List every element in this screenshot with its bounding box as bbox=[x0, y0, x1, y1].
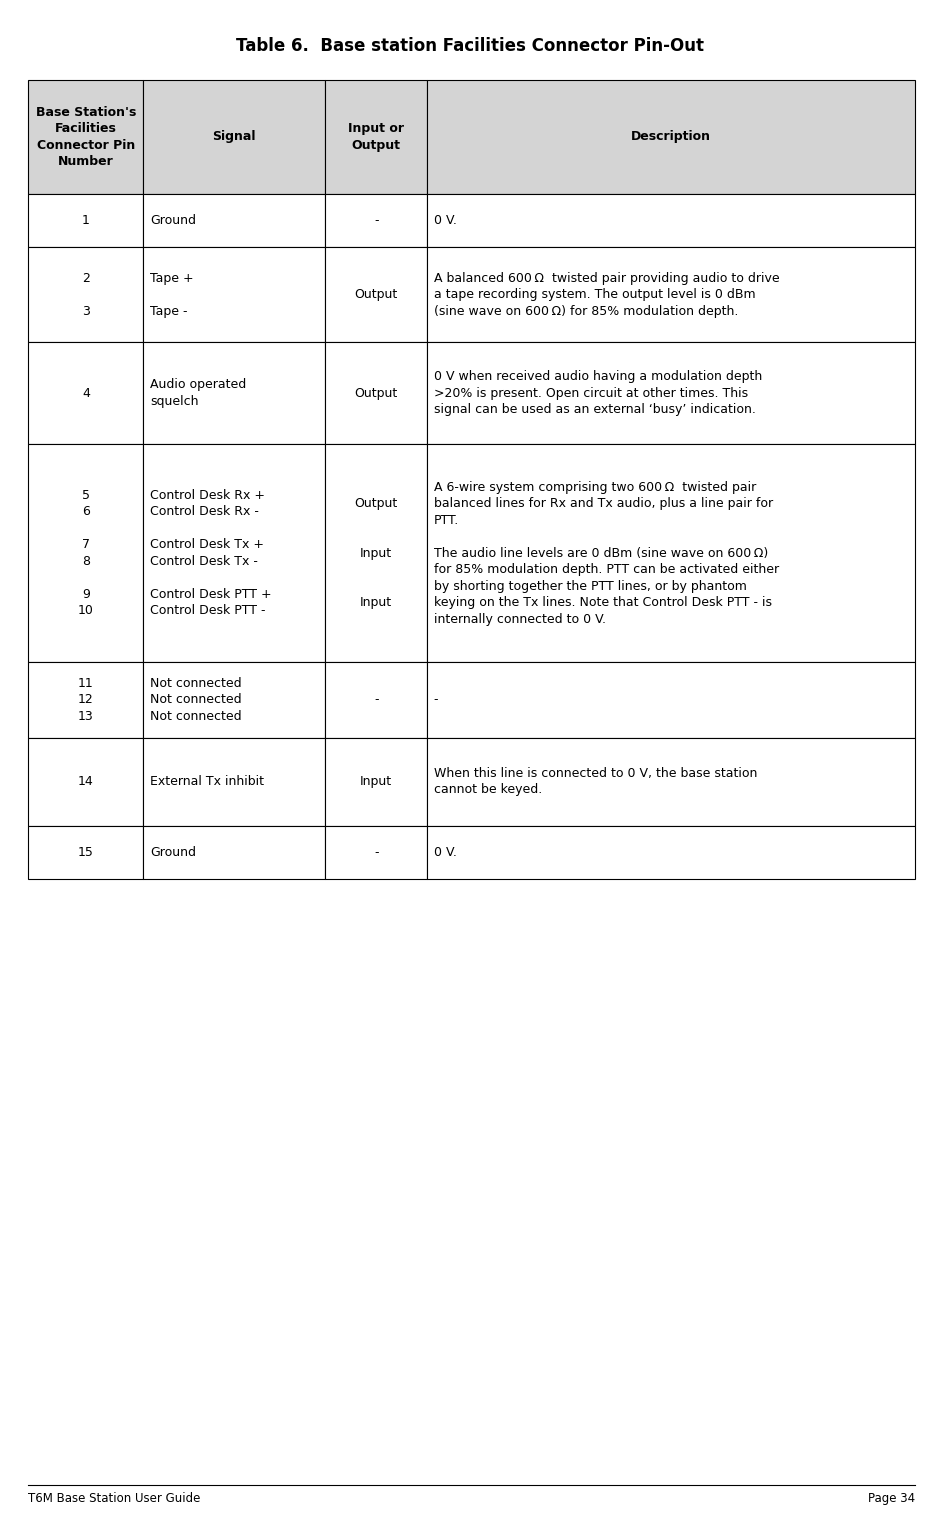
Text: 11
12
13: 11 12 13 bbox=[78, 676, 94, 722]
Text: Base Station's
Facilities
Connector Pin
Number: Base Station's Facilities Connector Pin … bbox=[36, 106, 136, 168]
Bar bbox=[143, 444, 326, 662]
Bar bbox=[143, 194, 326, 247]
Text: Ground: Ground bbox=[150, 845, 196, 859]
Text: -: - bbox=[434, 693, 439, 707]
Text: -: - bbox=[374, 693, 378, 707]
Text: Ground: Ground bbox=[150, 214, 196, 227]
Bar bbox=[143, 738, 326, 825]
Text: Input or
Output: Input or Output bbox=[348, 121, 404, 152]
Text: Page 34: Page 34 bbox=[868, 1492, 915, 1505]
Bar bbox=[28, 194, 143, 247]
Bar bbox=[427, 738, 915, 825]
Text: Audio operated
squelch: Audio operated squelch bbox=[150, 378, 247, 407]
Bar bbox=[326, 738, 427, 825]
Bar bbox=[326, 825, 427, 879]
Bar bbox=[427, 194, 915, 247]
Text: 15: 15 bbox=[78, 845, 94, 859]
Text: 5
6

7
8

9
10: 5 6 7 8 9 10 bbox=[78, 489, 94, 618]
Bar bbox=[143, 825, 326, 879]
Text: Control Desk Rx +
Control Desk Rx -

Control Desk Tx +
Control Desk Tx -

Contro: Control Desk Rx + Control Desk Rx - Cont… bbox=[150, 489, 272, 618]
Text: Description: Description bbox=[630, 131, 710, 143]
Text: 0 V when received audio having a modulation depth
>20% is present. Open circuit : 0 V when received audio having a modulat… bbox=[434, 370, 762, 417]
Bar bbox=[326, 247, 427, 343]
Bar bbox=[427, 247, 915, 343]
Bar bbox=[28, 825, 143, 879]
Bar bbox=[143, 247, 326, 343]
Text: 14: 14 bbox=[78, 775, 94, 788]
Text: 4: 4 bbox=[82, 387, 89, 400]
Bar bbox=[326, 444, 427, 662]
Bar bbox=[28, 343, 143, 444]
Bar bbox=[143, 662, 326, 738]
Text: Output


Input


Input: Output Input Input bbox=[355, 496, 398, 609]
Text: 1: 1 bbox=[82, 214, 89, 227]
Bar bbox=[143, 343, 326, 444]
Text: -: - bbox=[374, 214, 378, 227]
Text: -: - bbox=[374, 845, 378, 859]
Text: Input: Input bbox=[360, 775, 392, 788]
Bar bbox=[28, 738, 143, 825]
Bar bbox=[427, 444, 915, 662]
Text: Output: Output bbox=[355, 287, 398, 301]
Bar bbox=[28, 80, 143, 194]
Bar bbox=[326, 343, 427, 444]
Text: Table 6.  Base station Facilities Connector Pin-Out: Table 6. Base station Facilities Connect… bbox=[236, 37, 705, 55]
Bar bbox=[427, 80, 915, 194]
Text: 0 V.: 0 V. bbox=[434, 845, 456, 859]
Bar bbox=[28, 444, 143, 662]
Text: Not connected
Not connected
Not connected: Not connected Not connected Not connecte… bbox=[150, 676, 242, 722]
Bar bbox=[427, 343, 915, 444]
Text: External Tx inhibit: External Tx inhibit bbox=[150, 775, 264, 788]
Text: 0 V.: 0 V. bbox=[434, 214, 456, 227]
Text: 2

3: 2 3 bbox=[82, 272, 89, 318]
Text: Signal: Signal bbox=[213, 131, 256, 143]
Bar bbox=[326, 194, 427, 247]
Text: Tape +

Tape -: Tape + Tape - bbox=[150, 272, 194, 318]
Text: A 6-wire system comprising two 600 Ω  twisted pair
balanced lines for Rx and Tx : A 6-wire system comprising two 600 Ω twi… bbox=[434, 481, 779, 626]
Text: T6M Base Station User Guide: T6M Base Station User Guide bbox=[28, 1492, 200, 1505]
Text: When this line is connected to 0 V, the base station
cannot be keyed.: When this line is connected to 0 V, the … bbox=[434, 767, 758, 796]
Bar bbox=[28, 247, 143, 343]
Bar bbox=[28, 662, 143, 738]
Bar bbox=[326, 80, 427, 194]
Bar bbox=[427, 662, 915, 738]
Text: A balanced 600 Ω  twisted pair providing audio to drive
a tape recording system.: A balanced 600 Ω twisted pair providing … bbox=[434, 272, 779, 318]
Bar bbox=[427, 825, 915, 879]
Bar bbox=[143, 80, 326, 194]
Text: Output: Output bbox=[355, 387, 398, 400]
Bar bbox=[326, 662, 427, 738]
